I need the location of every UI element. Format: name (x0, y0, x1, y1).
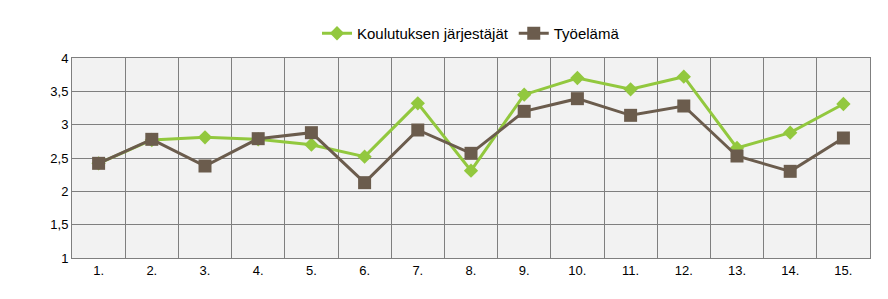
svg-text:2,5: 2,5 (50, 151, 68, 166)
svg-text:3: 3 (61, 117, 68, 132)
svg-text:11.: 11. (622, 263, 639, 278)
svg-text:6.: 6. (359, 263, 370, 278)
svg-text:10.: 10. (568, 263, 586, 278)
svg-text:4: 4 (61, 51, 68, 66)
svg-text:7.: 7. (412, 263, 423, 278)
svg-text:1,5: 1,5 (50, 217, 68, 232)
svg-text:13.: 13. (728, 263, 746, 278)
svg-text:2.: 2. (146, 263, 157, 278)
svg-text:1.: 1. (93, 263, 104, 278)
svg-text:12.: 12. (675, 263, 693, 278)
svg-text:1: 1 (61, 251, 68, 266)
svg-text:8.: 8. (466, 263, 477, 278)
svg-text:5.: 5. (306, 263, 317, 278)
svg-text:14.: 14. (781, 263, 799, 278)
svg-text:9.: 9. (519, 263, 530, 278)
svg-text:Koulutuksen järjestäjät: Koulutuksen järjestäjät (357, 25, 509, 42)
svg-text:4.: 4. (253, 263, 264, 278)
svg-text:3.: 3. (200, 263, 211, 278)
svg-text:3,5: 3,5 (50, 84, 68, 99)
svg-text:2: 2 (61, 184, 68, 199)
svg-text:15.: 15. (834, 263, 852, 278)
svg-text:Työelämä: Työelämä (554, 25, 620, 42)
